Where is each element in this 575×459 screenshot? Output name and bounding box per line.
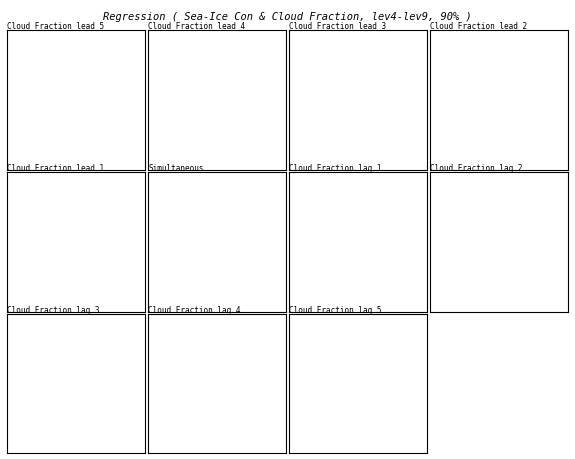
- Text: Cloud Fraction lag 2: Cloud Fraction lag 2: [430, 164, 523, 173]
- Text: Regression ( Sea-Ice Con & Cloud Fraction, lev4-lev9, 90% ): Regression ( Sea-Ice Con & Cloud Fractio…: [103, 11, 472, 22]
- Text: Cloud Fraction lead 3: Cloud Fraction lead 3: [289, 22, 386, 31]
- Text: Cloud Fraction lead 1: Cloud Fraction lead 1: [7, 164, 105, 173]
- Text: Cloud Fraction lag 1: Cloud Fraction lag 1: [289, 164, 382, 173]
- Text: Cloud Fraction lag 5: Cloud Fraction lag 5: [289, 305, 382, 314]
- Text: Simultaneous: Simultaneous: [148, 164, 204, 173]
- Text: Cloud Fraction lag 4: Cloud Fraction lag 4: [148, 305, 241, 314]
- Text: Cloud Fraction lead 4: Cloud Fraction lead 4: [148, 22, 246, 31]
- Text: Cloud Fraction lag 3: Cloud Fraction lag 3: [7, 305, 100, 314]
- Text: Cloud Fraction lead 2: Cloud Fraction lead 2: [430, 22, 527, 31]
- Text: Cloud Fraction lead 5: Cloud Fraction lead 5: [7, 22, 105, 31]
